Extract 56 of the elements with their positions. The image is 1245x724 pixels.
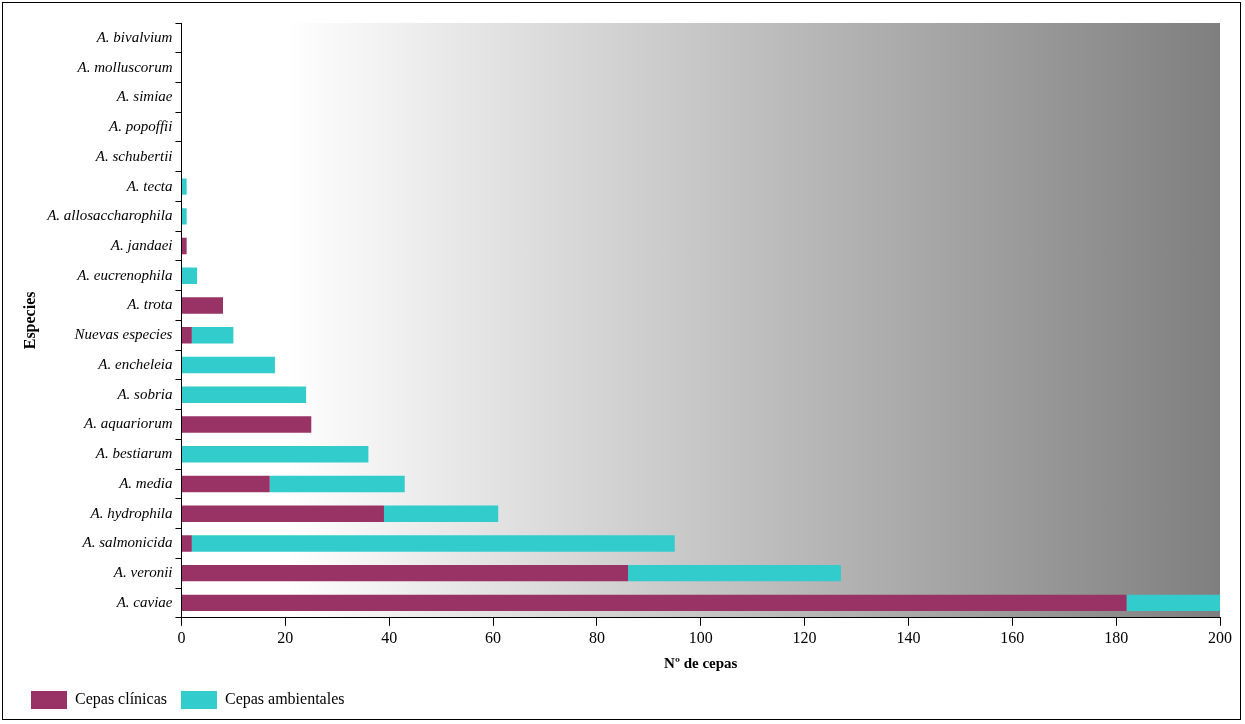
x-tick-label: 0 — [177, 628, 186, 646]
y-tick-label: A. bivalvium — [95, 28, 173, 45]
bar — [628, 565, 841, 582]
bar — [181, 237, 187, 255]
x-tick-label: 180 — [1104, 628, 1129, 646]
x-tick-label: 140 — [896, 628, 921, 646]
y-tick-label: A. sobria — [116, 385, 173, 402]
x-tick-label: 40 — [381, 628, 398, 646]
y-tick-label: A. bestiarum — [94, 445, 173, 462]
bar — [181, 386, 307, 403]
bar — [181, 505, 384, 522]
bar — [181, 565, 629, 582]
bar — [383, 505, 499, 522]
x-tick-label: 60 — [485, 628, 502, 646]
y-axis-title: Especies — [20, 291, 39, 350]
x-axis-title: Nº de cepas — [664, 654, 738, 671]
y-tick-label: A. eucrenophila — [76, 266, 173, 283]
x-tick-label: 20 — [277, 628, 294, 646]
y-tick-label: A. molluscorum — [76, 58, 173, 75]
y-tick-label: A. jandaei — [109, 236, 173, 253]
y-tick-label: A. trota — [126, 296, 173, 313]
x-tick-label: 200 — [1208, 628, 1232, 646]
x-tick-label: 120 — [792, 628, 817, 646]
bar — [181, 297, 224, 314]
bar — [181, 535, 192, 552]
y-tick-label: A. aquariorum — [83, 415, 173, 432]
bar — [1126, 594, 1220, 612]
bar — [181, 446, 369, 463]
y-tick-label: Nuevas especies — [73, 326, 173, 343]
y-tick-label: A. salmonicida — [81, 534, 173, 551]
x-tick-label: 80 — [588, 628, 605, 646]
y-tick-label: A. simiae — [115, 88, 173, 105]
bar — [191, 535, 675, 552]
bar — [181, 416, 312, 433]
legend-label: Cepas clínicas — [75, 690, 167, 709]
bar — [181, 475, 270, 493]
y-tick-label: A. veronii — [112, 564, 173, 581]
y-tick-label: A. tecta — [125, 177, 173, 194]
bar — [181, 356, 275, 374]
bar — [181, 178, 187, 195]
bar — [181, 594, 1127, 612]
y-tick-label: A. schubertii — [94, 147, 173, 164]
y-tick-label: A. encheleia — [97, 355, 173, 372]
y-tick-label: A. allosaccharophila — [46, 207, 173, 224]
y-tick-label: A. hydrophila — [89, 504, 173, 521]
bar — [191, 327, 234, 344]
y-tick-label: A. caviae — [115, 593, 173, 610]
y-tick-label: A. popoffii — [108, 118, 173, 135]
bar — [181, 327, 192, 344]
legend-label: Cepas ambientales — [224, 690, 345, 709]
y-tick-label: A. media — [118, 474, 173, 491]
x-tick-label: 100 — [688, 628, 713, 646]
bar — [181, 267, 198, 284]
x-tick-label: 160 — [1000, 628, 1025, 646]
bar — [269, 475, 405, 493]
bar — [181, 208, 187, 225]
